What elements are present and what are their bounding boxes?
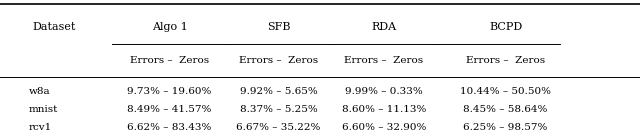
Text: RDA: RDA [371,22,397,32]
Text: 9.99% – 0.33%: 9.99% – 0.33% [345,87,423,96]
Text: 6.25% – 98.57%: 6.25% – 98.57% [463,123,548,131]
Text: SFB: SFB [267,22,290,32]
Text: 6.60% – 32.90%: 6.60% – 32.90% [342,123,426,131]
Text: 9.73% – 19.60%: 9.73% – 19.60% [127,87,212,96]
Text: 10.44% – 50.50%: 10.44% – 50.50% [460,87,551,96]
Text: 9.92% – 5.65%: 9.92% – 5.65% [239,87,317,96]
Text: mnist: mnist [29,105,58,114]
Text: Dataset: Dataset [33,22,76,32]
Text: Errors –  Zeros: Errors – Zeros [130,56,209,65]
Text: 8.49% – 41.57%: 8.49% – 41.57% [127,105,212,114]
Text: rcv1: rcv1 [29,123,52,131]
Text: 6.62% – 83.43%: 6.62% – 83.43% [127,123,212,131]
Text: w8a: w8a [29,87,51,96]
Text: 8.60% – 11.13%: 8.60% – 11.13% [342,105,426,114]
Text: Errors –  Zeros: Errors – Zeros [239,56,318,65]
Text: 8.37% – 5.25%: 8.37% – 5.25% [239,105,317,114]
Text: Errors –  Zeros: Errors – Zeros [466,56,545,65]
Text: 8.45% – 58.64%: 8.45% – 58.64% [463,105,548,114]
Text: Errors –  Zeros: Errors – Zeros [344,56,424,65]
Text: BCPD: BCPD [489,22,522,32]
Text: Algo 1: Algo 1 [152,22,188,32]
Text: 6.67% – 35.22%: 6.67% – 35.22% [236,123,321,131]
